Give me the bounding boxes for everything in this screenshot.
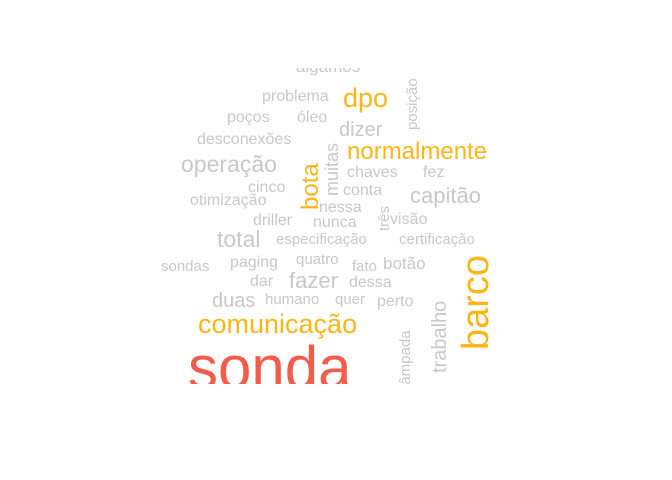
word-operacao: operação [181, 151, 277, 177]
word-sonda: sonda [188, 334, 352, 385]
word-algamos: algamos [296, 68, 360, 75]
word-fazer: fazer [289, 268, 338, 293]
word-duas: duas [212, 290, 256, 312]
word-normalmente: normalmente [347, 138, 488, 165]
word-cinco: cinco [248, 179, 286, 196]
word-dizer: dizer [339, 119, 383, 141]
word-dar: dar [250, 273, 274, 290]
word-cloud-area: algamos problema dpo posição poços óleo dizer d… [150, 68, 530, 384]
word-dessa: dessa [349, 274, 392, 291]
word-muitas: muitas [322, 142, 342, 196]
word-desconexoes: desconexões [197, 131, 292, 148]
word-sondas: sondas [161, 258, 210, 275]
word-total: total [217, 226, 261, 252]
word-problema: problema [262, 88, 329, 105]
word-paging: paging [230, 254, 279, 271]
word-quer: quer [335, 291, 366, 308]
word-dpo: dpo [343, 83, 389, 113]
word-trabalho: trabalho [429, 300, 451, 373]
word-fato: fato [352, 258, 378, 275]
word-chaves: chaves [347, 164, 398, 181]
word-driller: driller [253, 212, 293, 229]
word-barco: barco [455, 254, 497, 350]
word-botao: botão [383, 254, 426, 273]
word-conta: conta [343, 182, 383, 199]
word-nessa: nessa [319, 199, 362, 216]
word-perto: perto [377, 293, 414, 310]
word-nunca: nunca [313, 214, 357, 231]
word-certificacao: certificação [399, 231, 475, 248]
word-otimizacao: otimização [190, 192, 267, 209]
word-posicao: posição [404, 78, 421, 130]
word-oleo: óleo [297, 109, 328, 126]
word-lampada: lâmpada [397, 330, 414, 384]
word-pocos: poços [227, 109, 270, 126]
word-quatro: quatro [296, 251, 339, 268]
word-especificacao: especificação [276, 231, 367, 248]
word-fez: fez [423, 164, 445, 181]
word-capitao: capitão [410, 183, 481, 208]
word-visao: visão [390, 211, 428, 228]
word-comunicacao: comunicação [198, 309, 358, 339]
word-humano: humano [265, 291, 320, 308]
